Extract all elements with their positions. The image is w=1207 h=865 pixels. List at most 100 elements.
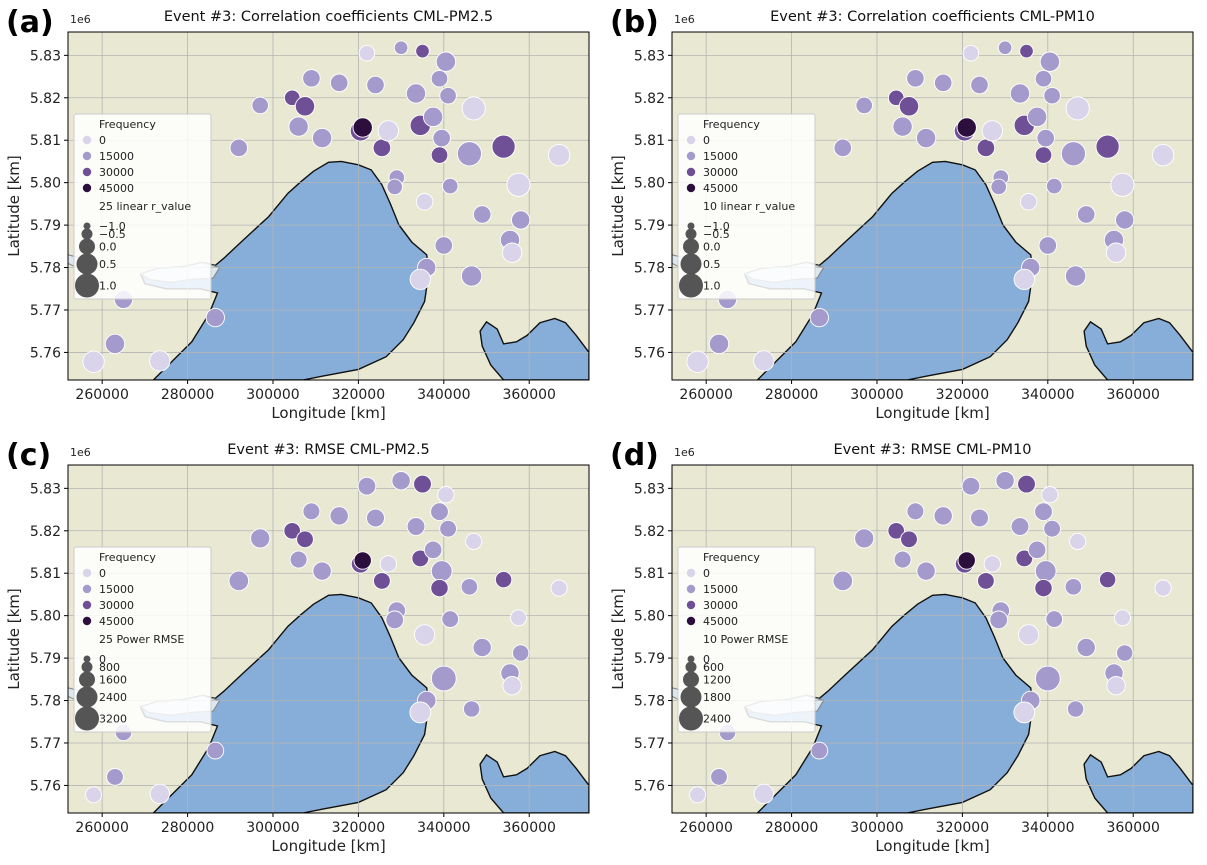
legend-size-marker (683, 238, 699, 255)
legend-color-marker (82, 568, 92, 578)
legend-color-label: 0 (99, 134, 106, 147)
data-point (970, 508, 989, 528)
y-tick-label: 5.79 (634, 218, 665, 234)
legend-size-marker (687, 222, 695, 230)
data-point (439, 519, 457, 538)
panel-c: (c) Event #3: RMSE CML-PM2.5 Frequency 0 150… (0, 433, 600, 865)
plot-area: Frequency 0 15000 30000 45000 10 linear r_val… (672, 32, 1193, 380)
legend-size-label: 1200 (703, 674, 731, 687)
data-point (250, 528, 271, 549)
legend-color-label: 15000 (99, 583, 134, 596)
x-tick-label: 300000 (246, 820, 299, 836)
data-point (1015, 549, 1034, 568)
legend-size-marker (83, 222, 91, 230)
data-point (1038, 236, 1058, 255)
data-point (933, 73, 953, 93)
y-tick-label: 5.77 (634, 736, 665, 752)
legend-color-marker (686, 151, 696, 161)
data-point (329, 73, 349, 93)
plot-frame (67, 31, 590, 381)
data-point (411, 549, 430, 568)
data-point (1036, 128, 1055, 148)
y-tick-label: 5.83 (634, 48, 665, 64)
legend-box (677, 546, 816, 733)
data-point (915, 127, 937, 149)
data-point (753, 350, 775, 372)
data-point (377, 120, 399, 142)
data-point (893, 550, 912, 569)
data-point (957, 551, 976, 570)
legend-color-marker (82, 616, 92, 626)
data-point (981, 120, 1003, 142)
legend-size-marker (79, 238, 95, 255)
data-point (906, 69, 925, 88)
data-point (1045, 177, 1063, 195)
data-point (415, 193, 434, 211)
data-point (1095, 134, 1120, 159)
legend-size-label: −1.0 (99, 220, 126, 233)
data-point (989, 610, 1009, 630)
data-point (106, 768, 124, 786)
data-point (422, 106, 444, 128)
data-point (1064, 265, 1087, 287)
data-point (460, 578, 479, 596)
data-point (251, 96, 269, 115)
y-tick-label: 5.78 (30, 261, 61, 277)
data-point (512, 644, 530, 662)
data-point (689, 786, 707, 804)
data-point (229, 138, 249, 158)
x-tick-label: 320000 (332, 387, 385, 403)
data-point (85, 786, 103, 804)
y-tick-label: 5.77 (634, 303, 665, 319)
legend-size-label: 0.0 (99, 241, 117, 254)
legend-size-marker (680, 686, 702, 708)
panel-label: (b) (610, 5, 659, 40)
data-point (491, 134, 516, 159)
data-point (990, 178, 1007, 196)
data-point (405, 83, 427, 104)
y-tick-label: 5.83 (30, 48, 61, 64)
legend-color-label: 30000 (703, 166, 738, 179)
data-point (386, 178, 403, 196)
data-point (435, 51, 457, 72)
x-tick-label: 360000 (1106, 820, 1159, 836)
data-point (961, 476, 981, 496)
x-tick-label: 320000 (936, 820, 989, 836)
data-point (430, 665, 457, 692)
y-tick-label: 5.80 (634, 176, 665, 192)
legend-size-marker (81, 661, 93, 673)
data-point (854, 528, 875, 549)
data-point (1034, 146, 1053, 164)
data-point (511, 210, 531, 230)
data-point (962, 44, 980, 62)
data-point (228, 570, 250, 592)
data-point (1018, 624, 1040, 646)
legend-color-marker (686, 135, 696, 145)
y-axis-label: Latitude [km] (609, 588, 627, 690)
data-point (1114, 609, 1131, 627)
data-point (1009, 83, 1031, 104)
x-tick-label: 260000 (75, 820, 128, 836)
data-point (686, 350, 709, 373)
legend-color-title: Frequency (99, 551, 156, 564)
data-point (472, 637, 492, 658)
legend-size-marker (683, 671, 699, 688)
panel-d: (d) Event #3: RMSE CML-PM10 Frequency 0 1500… (604, 433, 1204, 865)
legend-color-label: 30000 (99, 166, 134, 179)
data-point (406, 517, 426, 536)
data-point (1098, 570, 1117, 589)
data-point (510, 609, 527, 627)
chart-title: Event #3: RMSE CML-PM10 (834, 442, 1032, 458)
legend-size-marker (76, 253, 98, 275)
data-point (970, 75, 989, 95)
data-point (372, 138, 392, 158)
y-tick-label: 5.81 (634, 566, 665, 582)
legend-color-marker (686, 568, 696, 578)
data-point (550, 579, 568, 597)
legend-color-marker (82, 167, 92, 177)
legend-size-title: 10 Power RMSE (703, 633, 788, 646)
x-axis-label: Longitude [km] (875, 837, 989, 855)
x-tick-label: 280000 (765, 820, 818, 836)
data-point (1043, 86, 1061, 105)
legend: Frequency 0 15000 30000 45000 10 linear r_val… (677, 113, 816, 300)
